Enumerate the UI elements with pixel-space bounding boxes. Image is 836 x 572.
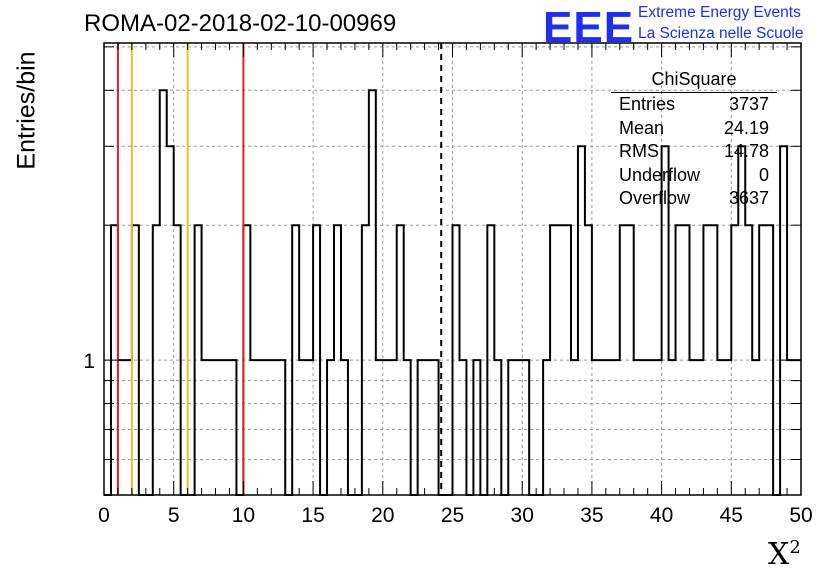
stats-row: Entries 3737 <box>611 93 777 117</box>
x-tick-label: 20 <box>371 504 394 527</box>
stats-value: 0 <box>758 164 769 185</box>
logo-caption: Extreme Energy Events La Scienza nelle S… <box>638 2 803 44</box>
stats-row: Overflow 3637 <box>611 187 777 211</box>
histogram-line <box>104 89 801 496</box>
x-tick-label: 30 <box>511 504 534 527</box>
stats-value: 3737 <box>728 94 769 114</box>
stats-label: Overflow <box>619 188 691 208</box>
x-tick-label: 45 <box>720 504 743 527</box>
chart-title: ROMA-02-2018-02-10-00969 <box>84 10 397 37</box>
y-axis-label: Entries/bin <box>12 51 41 170</box>
y-tick-label: 1 <box>83 350 95 373</box>
stats-value: 24.19 <box>723 117 769 138</box>
stats-row: Underflow 0 <box>611 164 777 188</box>
x-tick-label: 50 <box>789 504 812 527</box>
stats-box: ChiSquare Entries 3737 Mean 24.19 RMS 14.78… <box>611 68 777 211</box>
stats-label: Underflow <box>619 164 701 185</box>
logo-line-1: Extreme Energy Events <box>638 4 801 21</box>
stats-row: RMS 14.78 <box>611 140 777 164</box>
x-tick-label: 35 <box>580 504 603 527</box>
eee-logo: EEE <box>543 3 635 52</box>
x-axis-label: X2 <box>768 537 801 572</box>
x-tick-label: 10 <box>232 504 255 527</box>
x-tick-label: 5 <box>168 504 180 527</box>
stats-title: ChiSquare <box>611 68 777 93</box>
stats-label: Entries <box>619 94 676 114</box>
x-tick-label: 40 <box>650 504 673 527</box>
stats-label: Mean <box>619 117 665 138</box>
x-tick-label: 15 <box>301 504 324 527</box>
stats-value: 3637 <box>728 188 769 208</box>
x-tick-label: 25 <box>441 504 464 527</box>
x-tick-label: 0 <box>98 504 110 527</box>
stats-label: RMS <box>619 141 659 161</box>
stats-value: 14.78 <box>723 141 769 161</box>
logo-line-2: La Scienza nelle Scuole <box>638 25 804 42</box>
stats-row: Mean 24.19 <box>611 117 777 141</box>
